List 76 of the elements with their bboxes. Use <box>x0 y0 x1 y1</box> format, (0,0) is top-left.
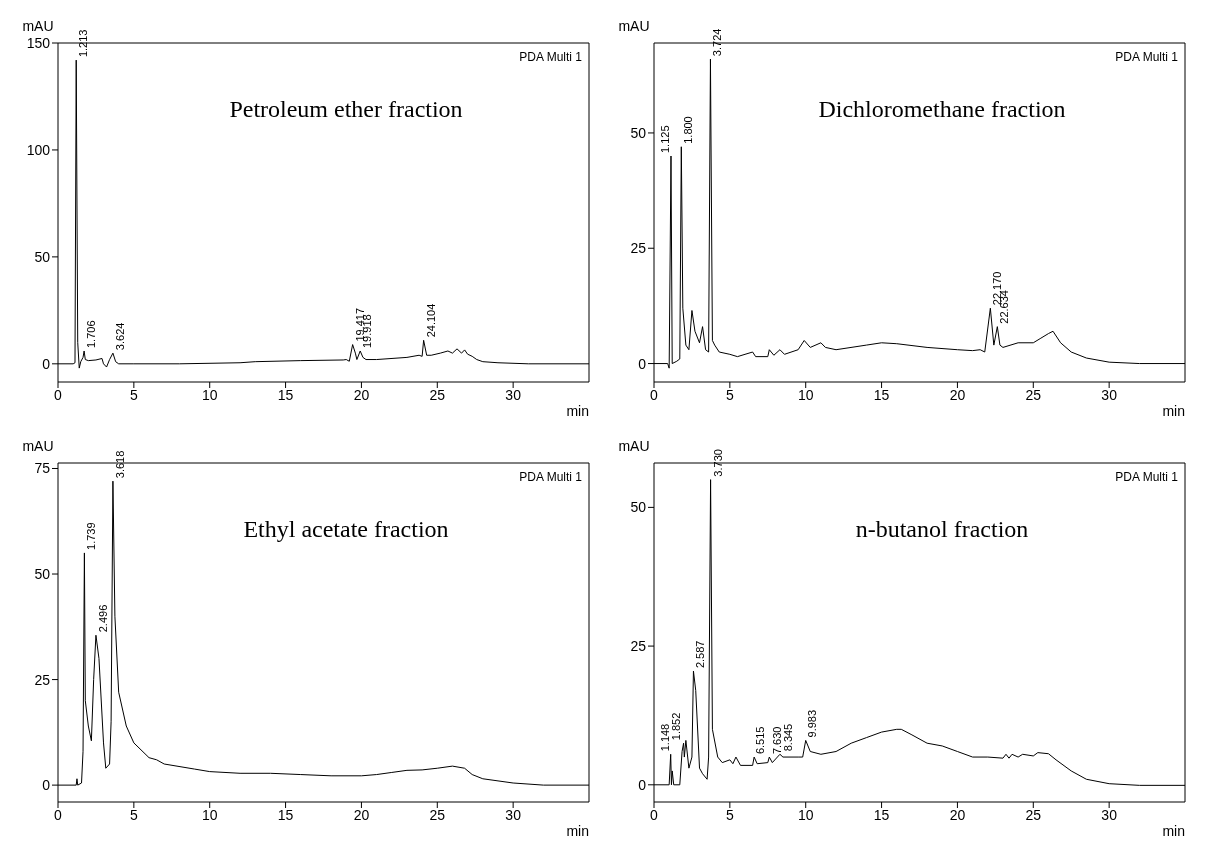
y-axis-title: mAU <box>22 438 54 454</box>
x-tick-label: 30 <box>505 806 522 823</box>
x-tick-label: 25 <box>1025 386 1042 403</box>
x-axis-title: min <box>1162 403 1185 419</box>
x-tick-label: 0 <box>650 386 659 403</box>
annotation: 3.724 <box>711 28 724 57</box>
x-axis-title: min <box>566 403 589 419</box>
x-tick-label: 15 <box>873 386 890 403</box>
y-tick-label: 25 <box>34 671 51 688</box>
x-tick-label: 30 <box>1101 386 1118 403</box>
x-tick-label: 30 <box>505 386 522 403</box>
annotation: 1.125 <box>659 125 672 153</box>
text: Dichloromethane fraction <box>818 96 1066 122</box>
y-tick-label: 75 <box>34 460 51 477</box>
x-tick-label: 20 <box>353 386 370 403</box>
annotation: 1.148 <box>659 723 672 752</box>
annotation: 3.730 <box>711 449 724 477</box>
x-tick-label: 5 <box>129 806 138 823</box>
x-tick-label: 25 <box>429 806 446 823</box>
x-tick-label: 0 <box>54 806 63 823</box>
x-axis-title: min <box>1162 823 1185 839</box>
x-tick-label: 15 <box>873 806 890 823</box>
annotation: 2.496 <box>96 604 109 633</box>
annotation: 1.739 <box>85 522 98 550</box>
x-tick-label: 25 <box>429 386 446 403</box>
y-axis-title: mAU <box>22 18 54 34</box>
annotation: 9.983 <box>806 709 819 738</box>
y-tick-label: 100 <box>26 141 51 158</box>
y-tick-label: 50 <box>34 248 51 265</box>
x-axis-title: min <box>566 823 589 839</box>
y-tick-label: 0 <box>42 777 51 794</box>
annotation: 24.104 <box>424 303 437 338</box>
annotation: 8.345 <box>781 723 794 752</box>
annotation: 6.515 <box>753 726 766 755</box>
x-tick-label: 5 <box>725 386 734 403</box>
annotation: PDA Multi 1 <box>519 470 582 484</box>
y-tick-label: 50 <box>630 124 647 141</box>
x-tick-label: 10 <box>797 386 814 403</box>
x-tick-label: 15 <box>277 386 294 403</box>
x-tick-label: 10 <box>797 806 814 823</box>
y-tick-label: 50 <box>630 499 647 516</box>
x-tick-label: 30 <box>1101 806 1118 823</box>
x-tick-label: 5 <box>725 806 734 823</box>
annotation: 7.630 <box>770 726 783 755</box>
y-tick-label: 0 <box>638 776 647 793</box>
x-tick-label: 20 <box>949 806 966 823</box>
annotation: 1.800 <box>682 116 695 144</box>
annotation: 1.852 <box>670 712 683 741</box>
x-tick-label: 0 <box>650 806 659 823</box>
annotation: 1.213 <box>77 29 90 58</box>
x-tick-label: 0 <box>54 386 63 403</box>
annotation: PDA Multi 1 <box>1115 50 1178 64</box>
y-axis-title: mAU <box>618 438 650 454</box>
text: n-butanol fraction <box>854 516 1030 543</box>
y-tick-label: 25 <box>630 638 647 655</box>
text: Ethyl acetate fraction <box>243 516 449 542</box>
y-tick-label: 25 <box>630 240 647 257</box>
annotation: 2.587 <box>694 640 707 669</box>
text: Petroleum ether fraction <box>228 96 464 123</box>
y-tick-label: 150 <box>26 34 51 51</box>
x-tick-label: 25 <box>1025 806 1042 823</box>
y-tick-label: 50 <box>34 566 51 582</box>
x-tick-label: 20 <box>353 806 370 823</box>
y-tick-label: 0 <box>42 355 51 372</box>
x-tick-label: 20 <box>949 386 966 403</box>
x-tick-label: 5 <box>129 386 138 403</box>
y-axis-title: mAU <box>618 18 650 34</box>
y-tick-label: 0 <box>638 355 647 372</box>
annotation: 3.624 <box>113 322 126 351</box>
annotation: 3.618 <box>113 450 126 479</box>
annotation: PDA Multi 1 <box>519 50 582 64</box>
x-tick-label: 15 <box>277 806 294 823</box>
x-tick-label: 10 <box>201 386 218 403</box>
annotation: PDA Multi 1 <box>1115 470 1178 484</box>
x-tick-label: 10 <box>201 806 218 823</box>
annotation: 1.706 <box>84 320 97 348</box>
